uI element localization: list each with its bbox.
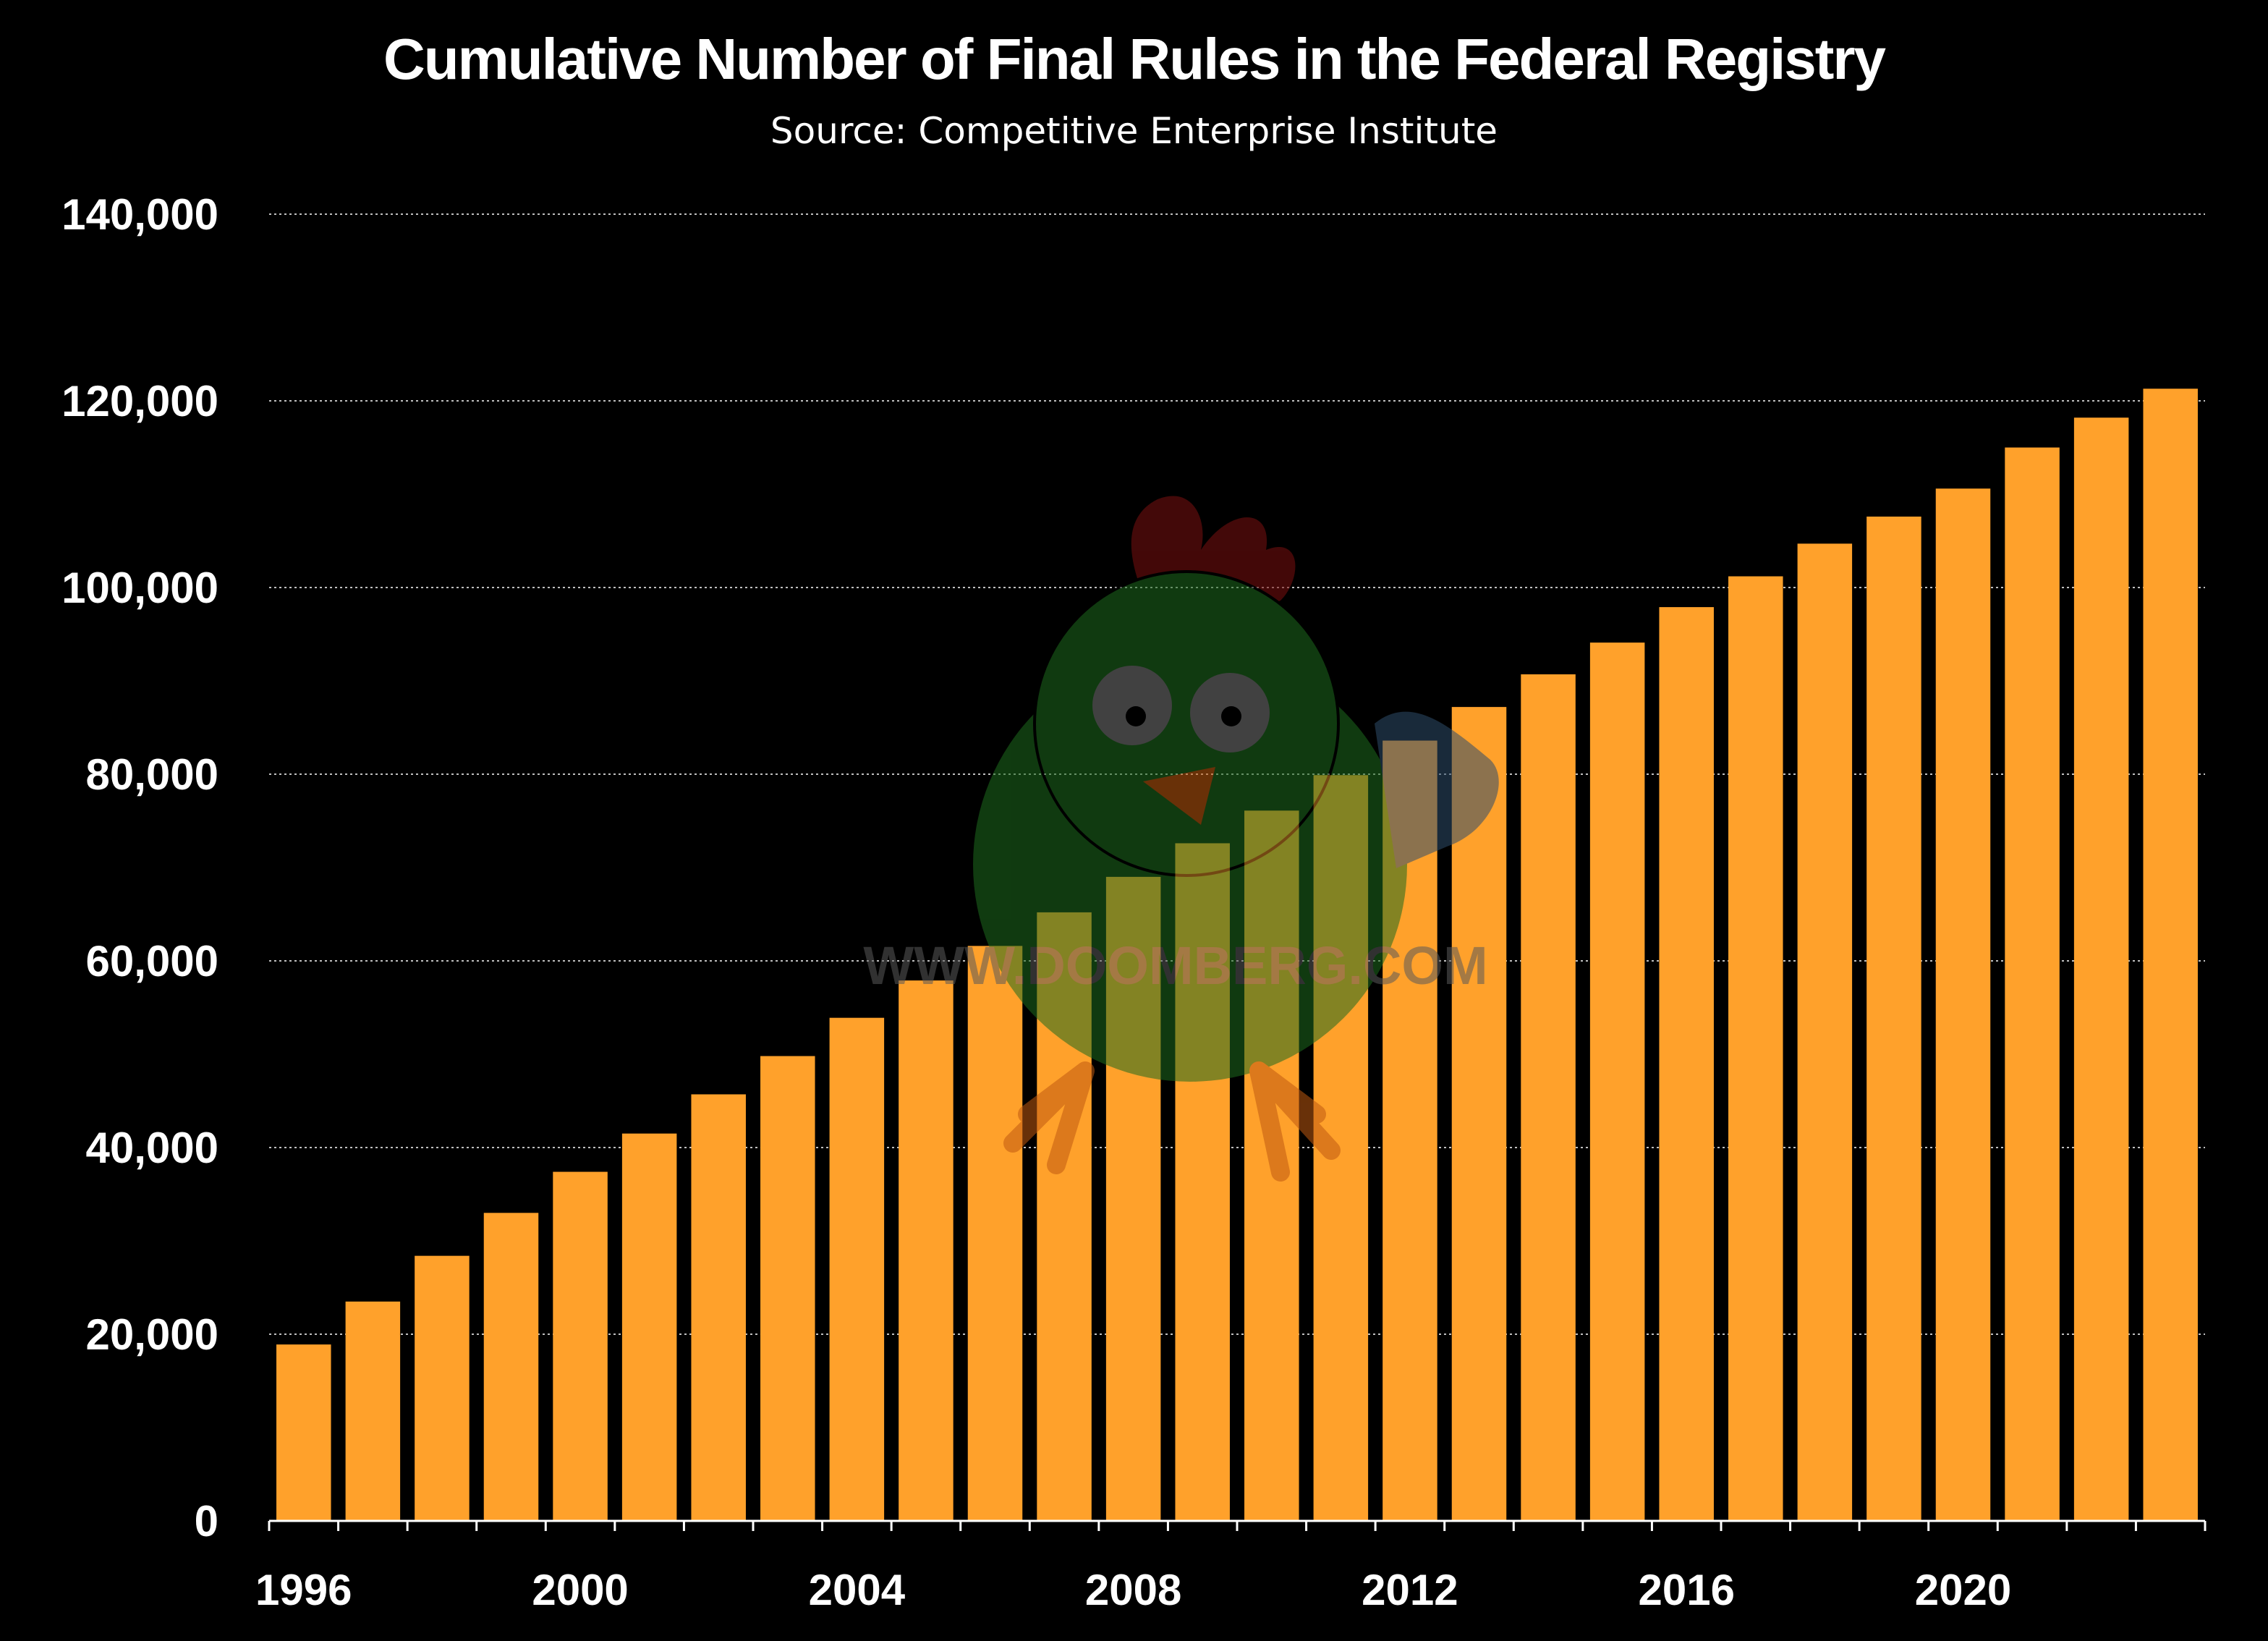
y-tick-label: 60,000 — [85, 937, 218, 985]
bar-2005 — [899, 980, 954, 1521]
bar-1996 — [276, 1344, 331, 1521]
x-axis-tick-labels: 1996 2000 2004 2008 2012 2016 2020 — [255, 1566, 2011, 1614]
bar-2013 — [1451, 707, 1507, 1521]
x-tick-label: 1996 — [255, 1566, 352, 1614]
x-tick-label: 2020 — [1915, 1566, 2011, 1614]
x-tick-label: 2000 — [532, 1566, 628, 1614]
x-tick-label: 2008 — [1085, 1566, 1181, 1614]
y-tick-label: 120,000 — [61, 377, 218, 425]
bar-2002 — [691, 1094, 746, 1521]
x-tick-label: 2004 — [809, 1566, 906, 1614]
bar-2001 — [621, 1133, 677, 1521]
bar-2019 — [1866, 516, 1921, 1522]
bar-2006 — [967, 946, 1023, 1521]
x-tick-label: 2016 — [1638, 1566, 1734, 1614]
bar-2022 — [2073, 417, 2129, 1521]
y-tick-label: 100,000 — [61, 564, 218, 612]
bar-1997 — [345, 1301, 401, 1521]
y-tick-label: 140,000 — [61, 190, 218, 239]
x-axis — [268, 1519, 2207, 1531]
chart-subtitle: Source: Competitive Enterprise Institute — [770, 110, 1498, 152]
bar-2020 — [1935, 488, 1991, 1521]
watermark-logo: WWW.DOOMBERG.COM — [863, 496, 1499, 1182]
chicken-mascot-icon — [973, 496, 1499, 1182]
bar-2003 — [760, 1056, 815, 1521]
bar-2014 — [1521, 674, 1576, 1521]
bar-2004 — [829, 1017, 885, 1521]
y-tick-label: 40,000 — [85, 1124, 218, 1172]
bar-1998 — [415, 1255, 470, 1521]
y-tick-label: 20,000 — [85, 1310, 218, 1359]
bars — [276, 389, 2198, 1522]
y-axis-tick-labels: 0 20,000 40,000 60,000 80,000 100,000 120,000 1… — [61, 190, 218, 1545]
y-tick-label: 80,000 — [85, 750, 218, 799]
watermark-text: WWW.DOOMBERG.COM — [863, 936, 1487, 996]
bar-2015 — [1589, 643, 1645, 1521]
x-tick-label: 2012 — [1362, 1566, 1458, 1614]
bar-2023 — [2143, 389, 2198, 1521]
y-tick-label: 0 — [195, 1497, 218, 1545]
bar-1999 — [483, 1213, 539, 1521]
chart-title: Cumulative Number of Final Rules in the … — [383, 27, 1886, 91]
bar-2021 — [2005, 447, 2060, 1521]
bar-2000 — [553, 1171, 608, 1521]
bar-2016 — [1659, 607, 1714, 1521]
bar-2017 — [1728, 576, 1783, 1521]
bar-2018 — [1797, 543, 1853, 1521]
